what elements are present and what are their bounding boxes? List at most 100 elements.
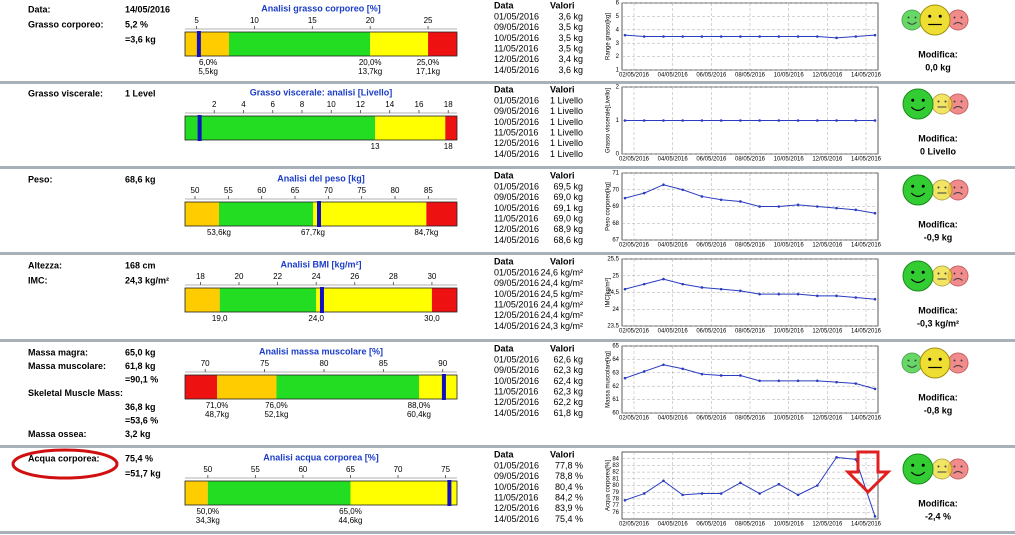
threshold-label: 19,0: [212, 314, 228, 323]
face: [947, 9, 969, 31]
table-value: 80,4 %: [555, 482, 583, 492]
mouth: [953, 365, 963, 368]
data-point: [700, 286, 704, 289]
x-tick-label: 10/05/2016: [774, 416, 805, 422]
x-tick-label: 12/05/2016: [812, 157, 843, 163]
face: [919, 4, 951, 36]
field-label: Skeletal Muscle Mass:: [28, 388, 123, 398]
face: [931, 93, 953, 115]
x-tick-label: 10/05/2016: [774, 157, 805, 163]
gauge-segment: [219, 288, 317, 312]
data-point: [623, 287, 627, 291]
data-point: [623, 33, 627, 37]
gauge-tick-label: 5: [194, 16, 199, 25]
table-date: 09/05/2016: [494, 192, 539, 202]
eye: [960, 465, 963, 468]
data-point: [854, 35, 858, 38]
threshold-label: 88,0%: [408, 401, 431, 410]
data-point: [681, 35, 684, 38]
field-value: =53,6 %: [125, 415, 158, 425]
smiley-yellow: [919, 4, 951, 36]
x-tick-label: 08/05/2016: [735, 522, 766, 528]
face: [901, 352, 923, 374]
y-tick-label: 1: [616, 118, 620, 124]
eye: [960, 272, 963, 275]
gauge-segment: [350, 481, 457, 505]
y-tick-label: 63: [612, 370, 619, 376]
gauge-title: Grasso viscerale: analisi [Livello]: [250, 87, 393, 97]
face: [902, 174, 934, 206]
table-header: Valori: [550, 84, 575, 94]
data-point: [816, 205, 819, 208]
y-tick-label: 25,5: [607, 257, 619, 263]
field-label: Peso:: [28, 174, 53, 184]
data-line: [624, 278, 876, 300]
table-date: 10/05/2016: [494, 376, 539, 386]
data-point: [739, 374, 742, 377]
table-value: 24,6 kg/m²: [540, 267, 583, 277]
y-tick-label: 81: [612, 476, 619, 482]
table-date: 09/05/2016: [494, 278, 539, 288]
gauge-tick-label: 60: [257, 186, 266, 195]
x-tick-label: 02/05/2016: [619, 329, 650, 335]
y-tick-label: 2: [616, 85, 620, 91]
gauge-segment: [185, 481, 208, 505]
eye: [953, 16, 956, 19]
face: [902, 260, 934, 292]
table-date: 14/05/2016: [494, 235, 539, 245]
face: [919, 347, 951, 379]
separator: [0, 339, 1015, 342]
table-value: 24,4 kg/m²: [540, 278, 583, 288]
threshold-sublabel: 34,3kg: [196, 516, 220, 525]
gauge-segment: [219, 202, 313, 226]
eye: [960, 359, 963, 362]
table-date: 14/05/2016: [494, 149, 539, 159]
table-value: 62,4 kg: [553, 376, 583, 386]
table-date: 01/05/2016: [494, 460, 539, 470]
table-date: 09/05/2016: [494, 471, 539, 481]
table-value: 69,5 kg: [553, 181, 583, 191]
y-tick-label: 84: [612, 456, 619, 462]
table-value: 1 Livello: [550, 117, 583, 127]
smiley-green: [902, 88, 934, 120]
separator: [0, 531, 1015, 534]
table-value: 69,1 kg: [553, 203, 583, 213]
x-tick-label: 06/05/2016: [696, 329, 727, 335]
smiley-green: [902, 453, 934, 485]
table-value: 69,0 kg: [553, 192, 583, 202]
gauge-tick-label: 6: [271, 100, 276, 109]
y-tick-label: 70: [612, 187, 619, 193]
face: [902, 88, 934, 120]
data-point: [816, 35, 819, 38]
gauge-tick-label: 14: [385, 100, 394, 109]
gauge-tick-label: 70: [324, 186, 333, 195]
gauge-tick-label: 65: [291, 186, 300, 195]
highlight-ellipse: [11, 448, 119, 480]
field-value: 75,4 %: [125, 453, 153, 463]
gauge-marker: [441, 374, 446, 400]
data-point: [662, 119, 665, 122]
field-label: Altezza:: [28, 260, 62, 270]
table-date: 01/05/2016: [494, 267, 539, 277]
x-tick-label: 10/05/2016: [774, 329, 805, 335]
y-tick-label: 60: [612, 411, 619, 417]
gauge-segment: [185, 116, 376, 140]
data-point: [835, 456, 838, 459]
table-date: 11/05/2016: [494, 386, 538, 396]
gauge-tick-label: 2: [212, 100, 217, 109]
separator: [0, 252, 1015, 255]
table-date: 11/05/2016: [494, 492, 538, 502]
data-point: [739, 119, 742, 122]
change-label: Modifica:: [918, 219, 958, 229]
table-value: 1 Livello: [550, 127, 583, 137]
highlight-arrow: [844, 450, 892, 495]
eye: [960, 186, 963, 189]
separator: [0, 166, 1015, 169]
data-point: [681, 119, 684, 122]
field-value: 36,8 kg: [125, 402, 156, 412]
gauge-tick-label: 85: [424, 186, 433, 195]
data-point: [642, 282, 646, 286]
threshold-label: 13: [371, 142, 380, 151]
threshold-label: 18: [444, 142, 453, 151]
data-point: [623, 196, 627, 200]
